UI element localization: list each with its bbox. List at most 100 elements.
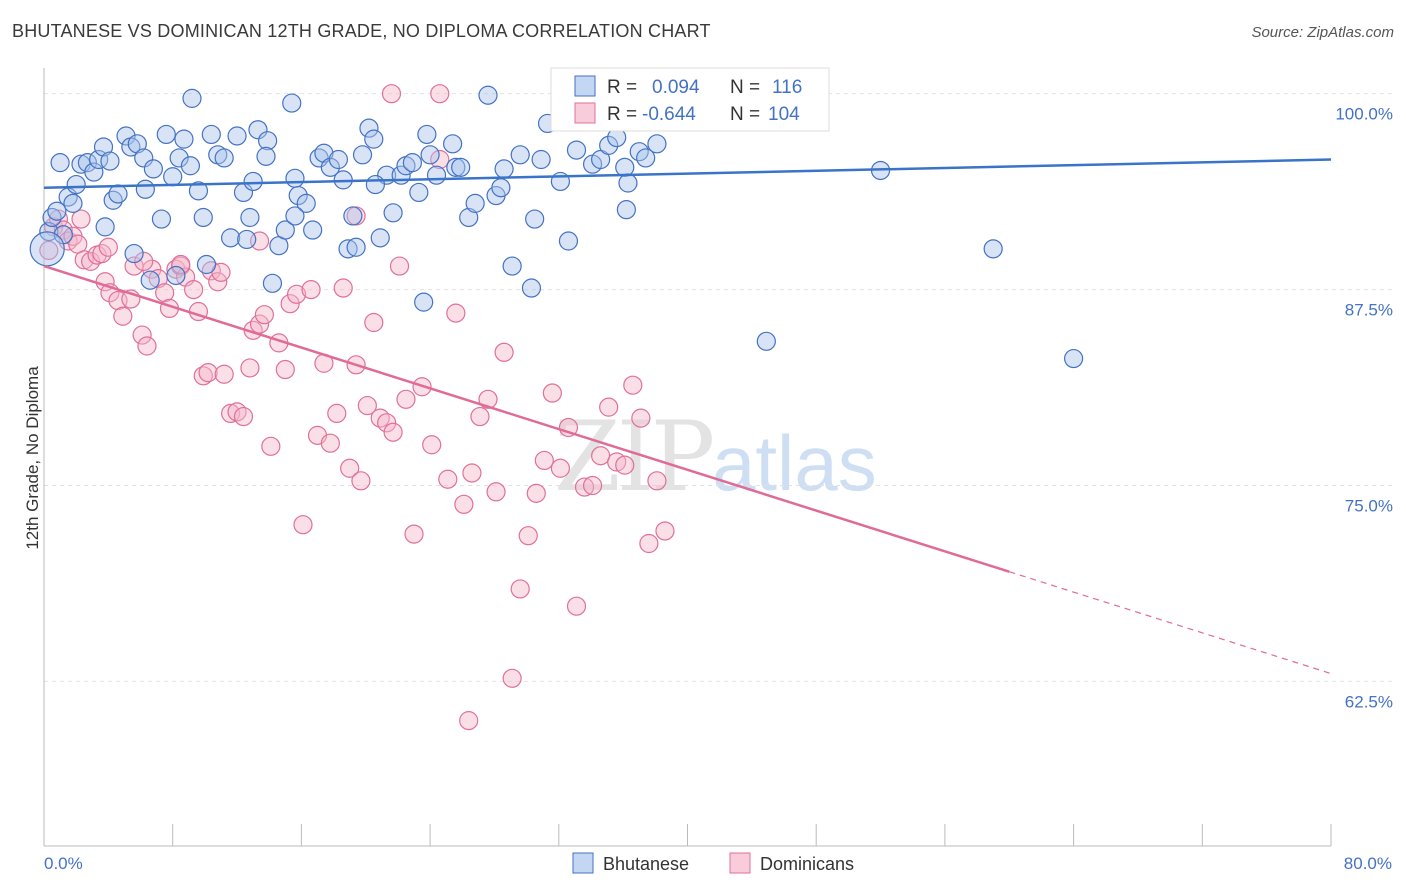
bhutanese-point-103 [417,124,437,145]
bhutanese-point-91 [615,157,635,177]
dominicans-point-32 [214,364,234,384]
bhutanese-point-33 [227,126,247,146]
dominicans-point-92 [647,471,667,491]
dominicans-point-21 [155,283,175,303]
dominicans-point-60 [389,256,410,276]
dominicans-point-96 [459,711,479,731]
bhutanese-point-15 [116,126,136,146]
bhutanese-point-64 [402,153,423,173]
bhutanese-point-50 [320,157,340,177]
bhutanese-point-5 [63,193,83,213]
watermark-atlas: atlas [712,419,877,507]
bhutanese-point-56 [352,145,373,165]
dominicans-point-86 [599,397,619,417]
dominicans-point-55 [357,395,377,416]
bhutanese-point-8 [77,153,98,173]
dominicans-point-98 [171,254,191,275]
dominicans-point-100 [71,209,91,229]
dominicans-point-36 [240,358,260,378]
legend-r-label-1: R = [607,77,637,98]
dominicans-point-39 [254,305,274,325]
dominicans-point-56 [364,312,384,333]
bhutanese-point-cluster [29,231,65,267]
dominicans-point-68 [454,494,474,514]
dominicans-point-50 [327,403,347,424]
bhutanese-point-115 [240,207,260,228]
legend-r-label-2: R = [607,104,637,125]
dominicans-point-62 [404,524,424,544]
bhutanese-point-24 [169,148,189,168]
bhutanese-point-31 [214,148,234,168]
bhutanese-point-37 [248,120,268,140]
bhutanese-point-46 [296,193,316,213]
bhutanese-point-107 [196,254,217,275]
bhutanese-point-28 [193,207,213,228]
bottom-legend-swatch-dominicans [729,852,751,874]
legend-r-value-1: 0.094 [652,77,700,98]
bhutanese-point-79 [521,278,542,298]
bhutanese-point-43 [282,93,302,113]
bhutanese-point-39 [256,146,276,166]
dominicans-point-44 [286,284,307,304]
legend-r-value-2: -0.644 [642,104,696,125]
dominicans-point-71 [478,389,498,409]
dominicans-point-18 [137,336,157,356]
bhutanese-point-61 [383,203,403,223]
legend-n-label-2: N = [730,104,760,125]
bhutanese-point-113 [95,217,115,237]
bhutanese-point-51 [328,149,349,170]
dominicans-point-14 [113,306,133,326]
dominicans-point-78 [534,450,554,471]
bhutanese-point-22 [156,124,176,145]
dominicans-point-91 [639,533,659,554]
bhutanese-point-102 [1063,348,1084,369]
bhutanese-point-32 [221,228,241,248]
dominicans-point-46 [301,279,321,300]
dominicans-point-29 [198,363,218,383]
bhutanese-point-108 [285,206,305,226]
dominicans-point-43 [280,294,300,314]
bottom-legend-swatch-bhutanese [572,852,594,874]
bhutanese-point-53 [338,239,358,259]
watermark: ZIP atlas [554,401,877,513]
dominicans-point-79 [542,383,562,403]
bhutanese-point-95 [647,134,667,154]
dominicans-point-54 [351,471,371,491]
bhutanese-point-72 [459,207,479,228]
dominicans-point-74 [502,668,522,688]
x-tick-min: 0.0% [44,854,83,873]
dominicans-point-40 [261,436,281,456]
bhutanese-point-101 [983,239,1003,259]
bhutanese-point-73 [465,193,485,213]
y-tick-label-1: 87.5% [1345,301,1393,320]
bhutanese-point-76 [494,159,514,179]
bhutanese-point-67 [420,145,440,165]
dominicans-point-95 [430,84,450,104]
bhutanese-point-106 [166,265,186,286]
dominicans-point-67 [446,303,466,323]
dominicans-point-42 [275,359,295,380]
y-tick-label-0: 100.0% [1335,105,1393,124]
dominicans-point-94 [381,84,402,104]
legend-box [550,67,830,132]
bhutanese-point-94 [636,148,656,168]
bhutanese-point-104 [182,88,202,108]
bhutanese-point-99 [756,331,776,351]
bhutanese-point-105 [124,243,144,264]
bhutanese-point-25 [174,129,194,149]
bhutanese-point-29 [201,124,221,145]
bhutanese-point-55 [346,237,366,257]
bhutanese-point-70 [446,157,466,177]
dominicans-point-75 [510,579,530,599]
dominicans-point-73 [494,342,514,362]
bottom-legend-dominicans: Dominicans [760,854,854,874]
bhutanese-points [29,85,1084,369]
bhutanese-point-6 [66,174,86,195]
dominicans-point-51 [333,278,353,298]
bhutanese-point-78 [510,145,530,165]
dominicans-point-64 [422,435,442,455]
bhutanese-point-19 [135,179,155,199]
dominicans-point-66 [438,469,458,489]
y-tick-label-2: 75.0% [1345,497,1393,516]
bhutanese-point-17 [127,134,147,154]
